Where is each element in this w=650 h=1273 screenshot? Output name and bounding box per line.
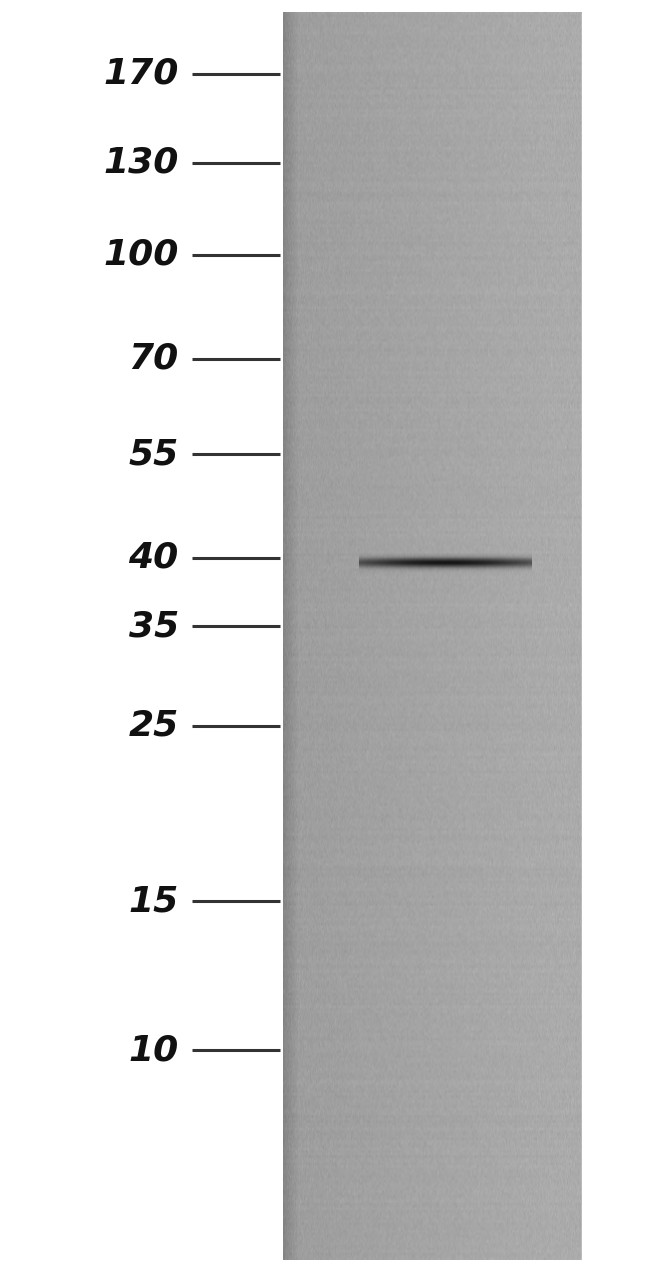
Text: 100: 100	[103, 238, 179, 271]
Text: 40: 40	[129, 541, 179, 574]
Text: 35: 35	[129, 610, 179, 643]
Text: 130: 130	[103, 146, 179, 179]
Text: 70: 70	[129, 342, 179, 376]
Text: 25: 25	[129, 709, 179, 742]
Text: 15: 15	[129, 885, 179, 918]
Bar	[582, 13, 650, 1260]
Text: 170: 170	[103, 57, 179, 90]
Text: 10: 10	[129, 1034, 179, 1067]
Text: 55: 55	[129, 438, 179, 471]
